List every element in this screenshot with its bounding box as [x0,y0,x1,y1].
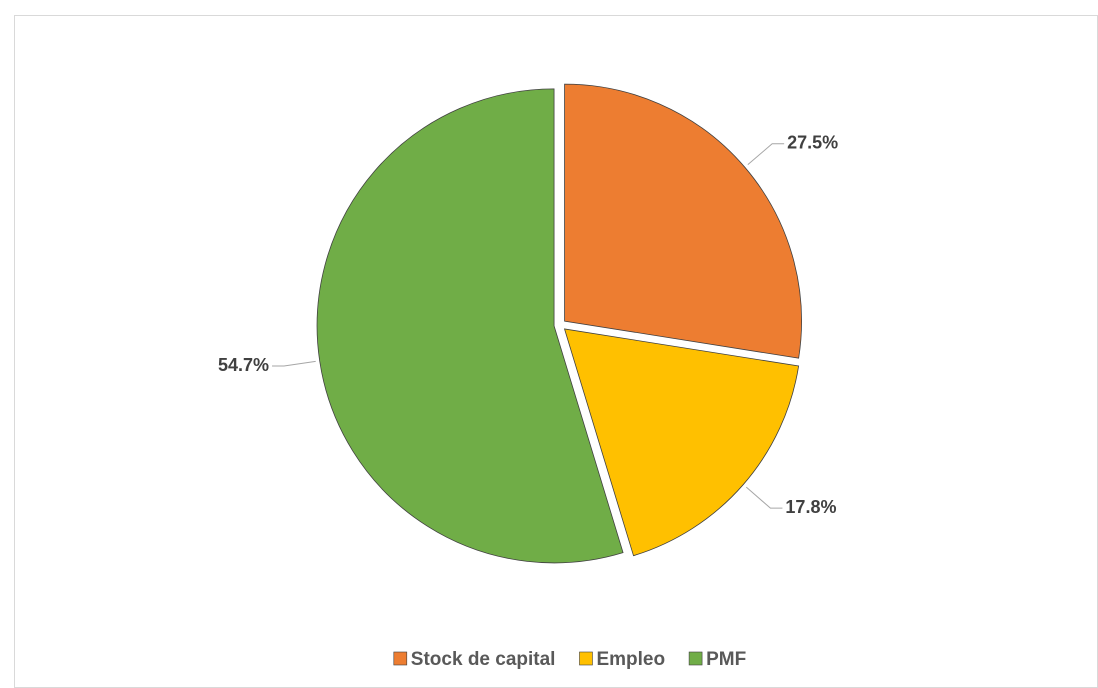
slice-outline [316,88,624,564]
pie-slice [564,84,802,359]
data-label: 17.8% [785,497,836,517]
legend-swatch [393,651,408,666]
legend-label: Empleo [596,649,665,670]
slice-outline [564,83,802,359]
data-label: 54.7% [218,355,269,375]
legend-swatch [688,651,703,666]
legend: Stock de capital Empleo PMF [393,649,746,670]
pie-slice [564,328,799,556]
legend-label: Stock de capital [411,649,556,670]
data-label: 27.5% [787,133,838,153]
legend-swatch [579,651,593,666]
pie-slice [317,88,624,563]
leader-line [745,486,783,509]
slice-outline [563,328,800,557]
leader-line [747,143,785,165]
leader-line [272,360,316,367]
legend-label: PMF [706,649,746,670]
